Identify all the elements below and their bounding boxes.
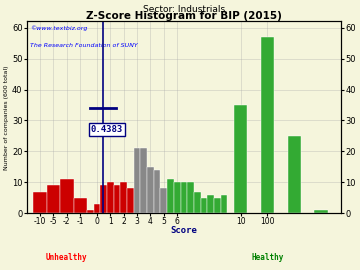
Y-axis label: Number of companies (600 total): Number of companies (600 total) — [4, 65, 9, 170]
Text: Sector: Industrials: Sector: Industrials — [143, 5, 225, 14]
Bar — [107, 182, 114, 213]
Bar — [94, 204, 100, 213]
Title: Z-Score Histogram for BIP (2015): Z-Score Histogram for BIP (2015) — [86, 11, 282, 21]
Bar — [87, 210, 94, 213]
Bar — [114, 185, 120, 213]
Bar — [147, 167, 154, 213]
X-axis label: Score: Score — [170, 227, 197, 235]
Bar — [73, 198, 87, 213]
Text: ©www.textbiz.org: ©www.textbiz.org — [30, 25, 87, 31]
Bar — [207, 195, 214, 213]
Bar — [214, 198, 221, 213]
Bar — [100, 185, 107, 213]
Bar — [167, 179, 174, 213]
Bar — [314, 210, 328, 213]
Bar — [161, 188, 167, 213]
Bar — [234, 105, 247, 213]
Bar — [120, 182, 127, 213]
Bar — [288, 136, 301, 213]
Bar — [134, 148, 140, 213]
Bar — [261, 37, 274, 213]
Bar — [47, 185, 60, 213]
Bar — [60, 179, 73, 213]
Bar — [33, 192, 47, 213]
Text: 0.4383: 0.4383 — [91, 125, 123, 134]
Bar — [221, 195, 228, 213]
Bar — [181, 182, 187, 213]
Bar — [187, 182, 194, 213]
Text: Unhealthy: Unhealthy — [46, 254, 88, 262]
Bar — [201, 198, 207, 213]
Bar — [140, 148, 147, 213]
Bar — [127, 188, 134, 213]
Bar — [194, 192, 201, 213]
Bar — [154, 170, 161, 213]
Text: Healthy: Healthy — [251, 254, 284, 262]
Text: The Research Foundation of SUNY: The Research Foundation of SUNY — [30, 43, 138, 48]
Bar — [174, 182, 181, 213]
